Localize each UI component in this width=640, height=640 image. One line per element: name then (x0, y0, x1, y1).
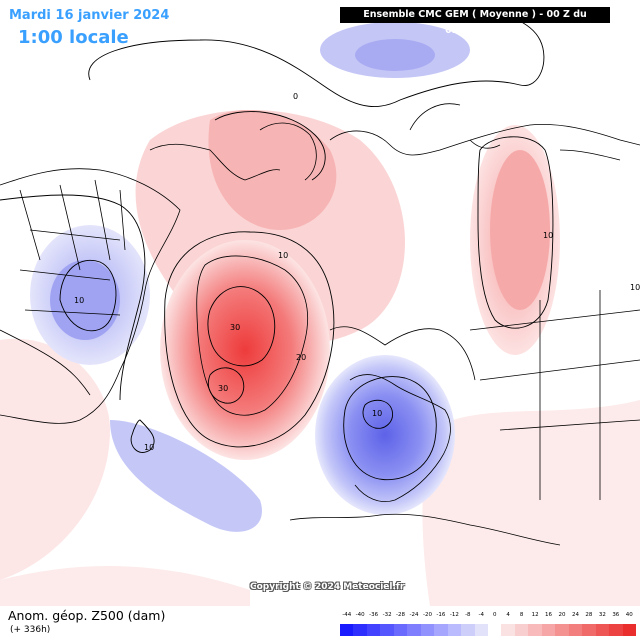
legend-tick-label: 20 (558, 612, 566, 618)
legend-tick-label: 0 (492, 612, 497, 618)
legend-tick-label: -40 (355, 612, 365, 618)
contour-label-10-europe: 10 (372, 409, 382, 418)
legend-cell (420, 624, 435, 636)
legend-bar (340, 624, 636, 636)
legend-tick-label: 24 (571, 612, 579, 618)
legend-cell (366, 624, 381, 636)
contour-label-10-atlantic: 10 (144, 443, 154, 452)
local-time: 1:00 locale (18, 27, 129, 48)
legend-cell (622, 624, 636, 636)
legend-cell (609, 624, 623, 636)
contour-labels: 0 10 10 10 10 30 20 30 10 10 (74, 92, 640, 452)
legend-tick-label: 8 (519, 612, 524, 618)
legend-tick-label: -36 (369, 612, 379, 618)
copyright: Copyright © 2024 Meteociel.fr (250, 582, 405, 592)
legend-cell (434, 624, 448, 636)
legend-cell (340, 624, 354, 636)
legend-tick-label: 12 (531, 612, 539, 618)
legend-cell (568, 624, 583, 636)
contour-label-30-north: 30 (230, 323, 240, 332)
contour-label-20: 20 (296, 353, 306, 362)
legend-cell (353, 624, 367, 636)
contours (0, 9, 554, 481)
contour-label-0: 0 (293, 92, 298, 101)
legend-tick-label: 32 (598, 612, 606, 618)
legend-tick-label: 40 (625, 612, 633, 618)
legend-cell (595, 624, 610, 636)
legend-tick-label: 4 (506, 612, 510, 618)
legend-tick-label: 16 (545, 612, 553, 618)
lead-time-label: (+ 336h) (10, 625, 51, 635)
legend-cell (541, 624, 556, 636)
legend-cell (447, 624, 462, 636)
legend-cell (380, 624, 394, 636)
legend-tick-label: -28 (396, 612, 406, 618)
legend-tick-label: -16 (436, 612, 446, 618)
legend-cell (555, 624, 569, 636)
legend-tick-label: -44 (342, 612, 352, 618)
legend-cell (514, 624, 529, 636)
anomaly-shading (0, 22, 640, 606)
legend-tick-label: -12 (449, 612, 459, 618)
legend-cell (501, 624, 515, 636)
legend-cell (528, 624, 542, 636)
legend-cell (461, 624, 475, 636)
coastlines (0, 103, 640, 546)
contour-label-10-us: 10 (74, 296, 84, 305)
legend-tick-label: -20 (422, 612, 432, 618)
forecast-date: Mardi 16 janvier 2024 (9, 8, 170, 23)
legend-tick-label: -32 (382, 612, 392, 618)
color-legend: -44 -40 -36 -32 -28 -24 -20 -16 -12 -8 -4 0 4 8 12 16 20… (340, 612, 636, 638)
legend-cell (474, 624, 488, 636)
contour-label-10-east: 10 (543, 231, 553, 240)
legend-tick-label: -8 (465, 612, 471, 618)
field-label: Anom. géop. Z500 (dam) (8, 608, 166, 623)
legend-tick-label: 36 (612, 612, 620, 618)
legend-labels: -44 -40 -36 -32 -28 -24 -20 -16 -12 -8 -4 0 4 8 12 16 20… (340, 612, 636, 622)
legend-cell (487, 624, 502, 636)
contour-label-10-extra: 10 (630, 283, 640, 292)
contour-label-10-canada: 10 (278, 251, 288, 260)
legend-cell (407, 624, 421, 636)
legend-tick-label: -4 (478, 612, 485, 618)
legend-cell (393, 624, 408, 636)
run-info: Ensemble CMC GEM ( Moyenne ) - 00 Z du 0… (340, 7, 610, 36)
contour-label-30-south: 30 (218, 384, 228, 393)
legend-tick-label: -24 (409, 612, 419, 618)
legend-tick-label: 28 (585, 612, 593, 618)
legend-cell (582, 624, 596, 636)
